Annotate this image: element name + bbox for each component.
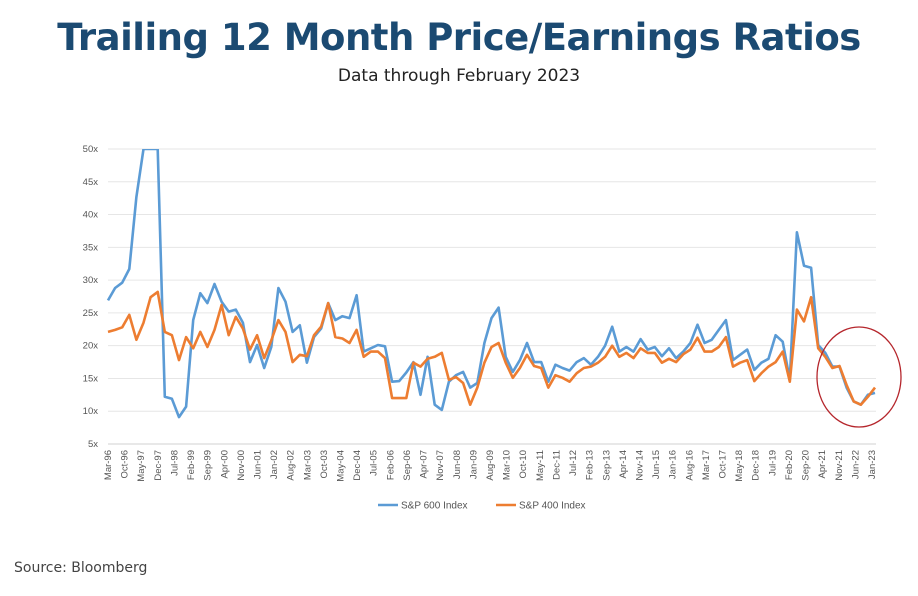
x-tick-label: Apr-21	[817, 450, 828, 479]
x-tick-label: Nov-00	[236, 450, 247, 481]
x-tick-label: Nov-14	[634, 450, 645, 481]
x-tick-label: May-18	[734, 450, 745, 482]
y-tick-label: 50x	[83, 144, 99, 155]
x-tick-label: Dec-18	[751, 450, 762, 481]
x-tick-label: May-11	[535, 450, 546, 481]
x-tick-label: Oct-96	[120, 450, 131, 479]
x-tick-label: Dec-11	[551, 450, 562, 480]
chart-title: Trailing 12 Month Price/Earnings Ratios	[57, 16, 861, 59]
x-tick-label: Jul-98	[169, 450, 180, 476]
x-tick-label: Nov-21	[834, 450, 845, 481]
x-tick-label: Mar-10	[502, 450, 513, 480]
y-tick-label: 10x	[83, 406, 99, 417]
series-line-sp400	[107, 290, 877, 407]
x-tick-label: Sep-20	[801, 450, 812, 481]
x-tick-label: Jun-01	[252, 450, 263, 479]
x-tick-label: Dec-97	[153, 450, 164, 481]
x-tick-label: Aug-09	[485, 450, 496, 481]
x-tick-label: Feb-06	[385, 450, 396, 480]
x-tick-label: Jul-12	[568, 450, 579, 476]
x-tick-label: Oct-17	[718, 450, 729, 479]
x-tick-label: Jan-16	[668, 450, 679, 479]
y-tick-label: 5x	[88, 439, 98, 450]
highlight-circle	[816, 326, 902, 428]
x-tick-label: Jan-23	[867, 450, 878, 479]
x-tick-label: Jun-22	[850, 450, 861, 479]
source-note: Source: Bloomberg	[14, 560, 148, 576]
x-tick-label: Apr-00	[219, 450, 230, 479]
x-tick-label: Feb-13	[585, 450, 596, 480]
x-tick-label: Nov-07	[435, 450, 446, 481]
x-tick-label: Oct-03	[319, 450, 330, 479]
x-tick-label: Mar-03	[302, 450, 313, 480]
legend-label: S&P 600 Index	[401, 501, 468, 512]
y-tick-label: 15x	[83, 373, 99, 384]
x-tick-label: Mar-96	[103, 450, 114, 480]
series-line-sp600	[106, 149, 876, 419]
x-tick-label: Jun-15	[651, 450, 662, 479]
x-tick-label: Sep-06	[402, 450, 413, 481]
x-tick-label: Feb-99	[186, 450, 197, 480]
x-tick-label: Apr-14	[618, 450, 629, 479]
x-tick-label: Mar-17	[701, 450, 712, 480]
y-tick-label: 40x	[83, 210, 99, 221]
x-tick-label: Apr-07	[419, 450, 430, 479]
x-tick-label: Aug-16	[684, 450, 695, 481]
x-tick-label: Sep-13	[601, 450, 612, 481]
x-tick-label: Feb-20	[784, 450, 795, 480]
x-tick-label: May-97	[136, 450, 147, 482]
x-tick-label: Dec-04	[352, 450, 363, 481]
x-tick-label: Aug-02	[286, 450, 297, 481]
x-tick-label: Oct-10	[518, 450, 529, 479]
x-tick-label: Jan-02	[269, 450, 280, 479]
y-tick-label: 25x	[83, 308, 99, 319]
y-tick-label: 45x	[83, 177, 99, 188]
y-tick-label: 35x	[83, 242, 99, 253]
x-tick-label: Jan-09	[468, 450, 479, 479]
x-tick-label: Sep-99	[203, 450, 214, 481]
legend-label: S&P 400 Index	[519, 501, 586, 512]
y-tick-label: 30x	[83, 275, 99, 286]
y-tick-label: 20x	[83, 341, 99, 352]
x-tick-label: May-04	[336, 450, 347, 482]
chart-subtitle: Data through February 2023	[337, 66, 581, 86]
x-tick-label: Jun-08	[452, 450, 463, 479]
x-tick-label: Jul-05	[369, 450, 380, 476]
x-tick-label: Jul-19	[767, 450, 778, 476]
